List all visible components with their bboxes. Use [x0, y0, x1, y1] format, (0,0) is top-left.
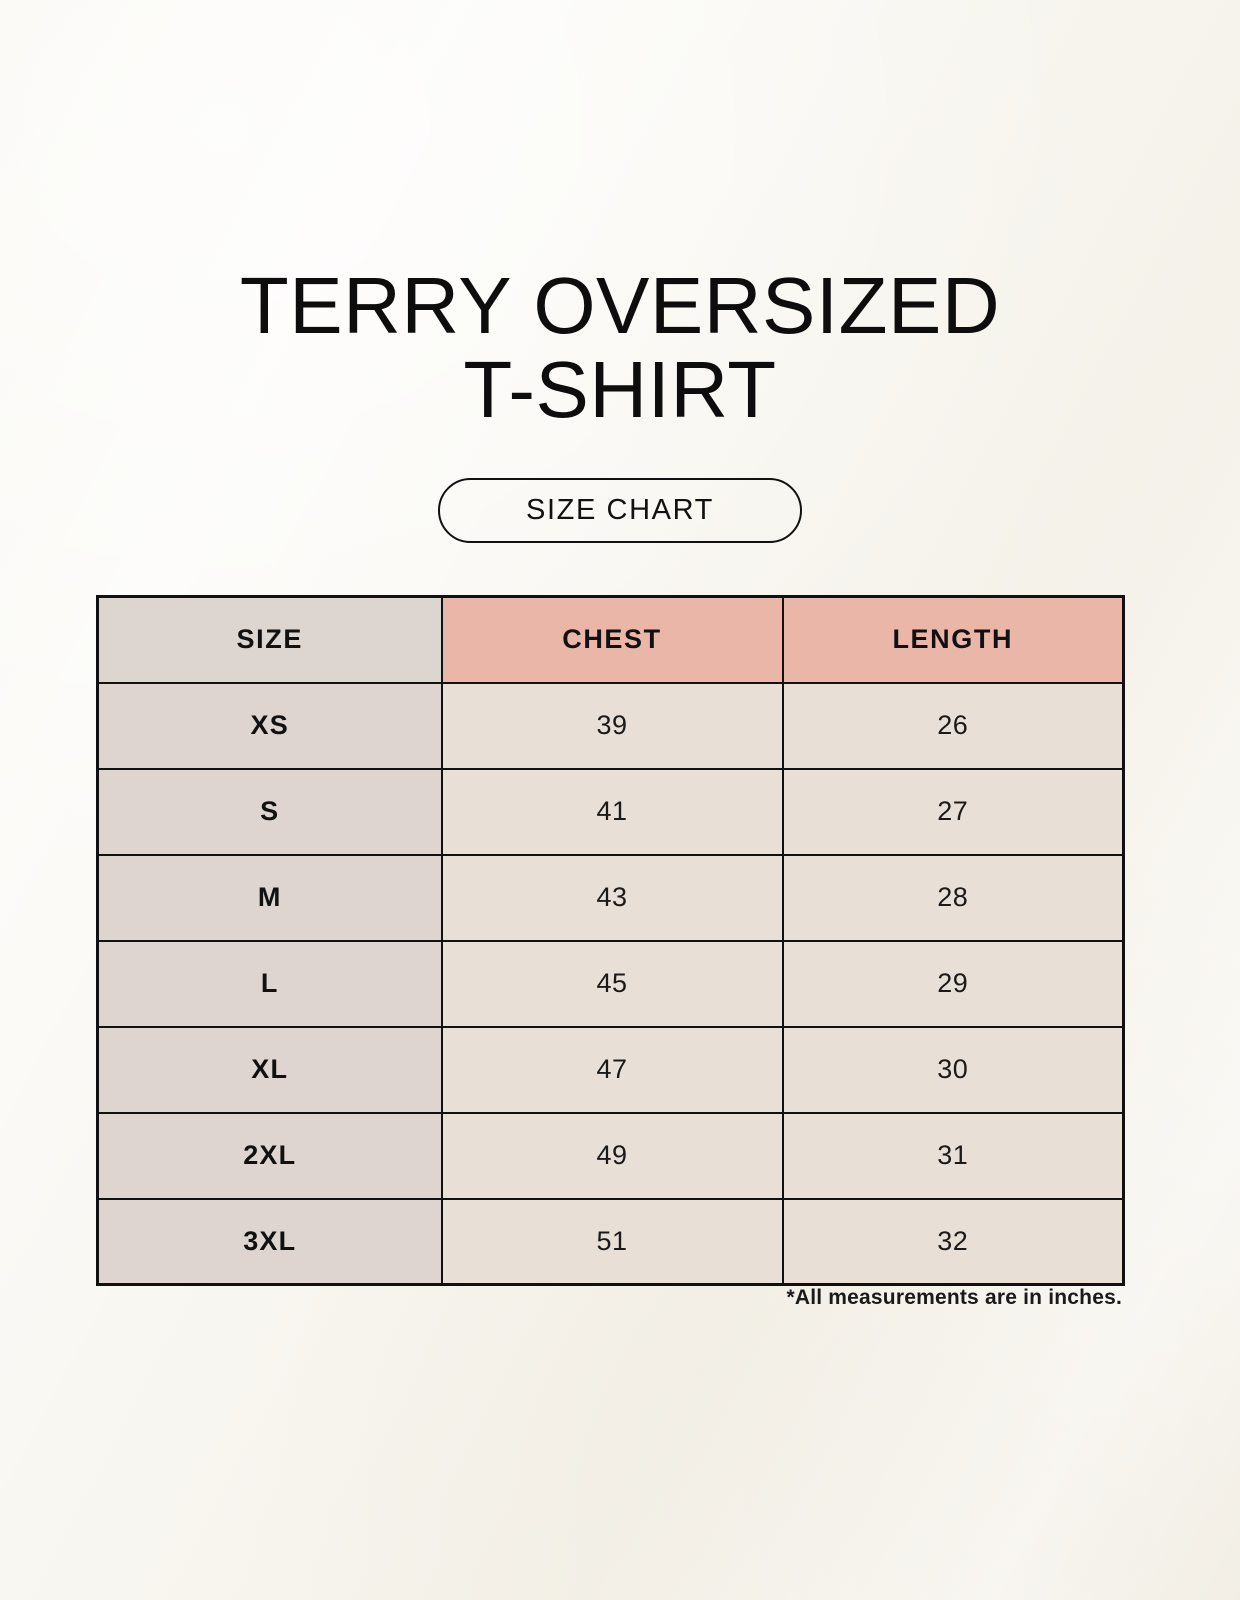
cell-chest: 45: [440, 939, 784, 1028]
table-row: 2XL 49 31: [96, 1111, 1125, 1200]
page-title-line-1: TERRY OVERSIZED: [239, 261, 1001, 350]
column-header-chest: CHEST: [440, 595, 784, 684]
cell-length: 26: [781, 681, 1125, 770]
column-header-length: LENGTH: [781, 595, 1125, 684]
table-row: XL 47 30: [96, 1025, 1125, 1114]
table-row: M 43 28: [96, 853, 1125, 942]
table-row: S 41 27: [96, 767, 1125, 856]
cell-length: 29: [781, 939, 1125, 1028]
table-row: XS 39 26: [96, 681, 1125, 770]
table-body: XS 39 26 S 41 27 M 43 28 L 45 29: [96, 681, 1125, 1286]
size-table-container: SIZE CHEST LENGTH XS 39 26 S 41 27 M: [96, 595, 1125, 1286]
page-title: TERRY OVERSIZED T-SHIRT: [0, 264, 1240, 432]
cell-chest: 43: [440, 853, 784, 942]
cell-chest: 51: [440, 1197, 784, 1286]
cell-size: L: [96, 939, 443, 1028]
cell-chest: 41: [440, 767, 784, 856]
cell-size: XS: [96, 681, 443, 770]
table-row: L 45 29: [96, 939, 1125, 1028]
cell-size: M: [96, 853, 443, 942]
cell-size: S: [96, 767, 443, 856]
cell-length: 27: [781, 767, 1125, 856]
page-title-line-2: T-SHIRT: [463, 345, 777, 434]
size-chart-table: SIZE CHEST LENGTH XS 39 26 S 41 27 M: [96, 595, 1125, 1286]
measurements-footnote: *All measurements are in inches.: [786, 1286, 1122, 1309]
cell-size: 2XL: [96, 1111, 443, 1200]
cell-chest: 39: [440, 681, 784, 770]
cell-length: 28: [781, 853, 1125, 942]
cell-size: 3XL: [96, 1197, 443, 1286]
badge-container: SIZE CHART: [0, 478, 1240, 543]
cell-size: XL: [96, 1025, 443, 1114]
size-chart-badge: SIZE CHART: [438, 478, 802, 543]
table-header-row: SIZE CHEST LENGTH: [96, 595, 1125, 684]
cell-length: 30: [781, 1025, 1125, 1114]
table-header: SIZE CHEST LENGTH: [96, 595, 1125, 684]
cell-length: 32: [781, 1197, 1125, 1286]
table-row: 3XL 51 32: [96, 1197, 1125, 1286]
cell-chest: 49: [440, 1111, 784, 1200]
cell-length: 31: [781, 1111, 1125, 1200]
column-header-size: SIZE: [96, 595, 443, 684]
cell-chest: 47: [440, 1025, 784, 1114]
